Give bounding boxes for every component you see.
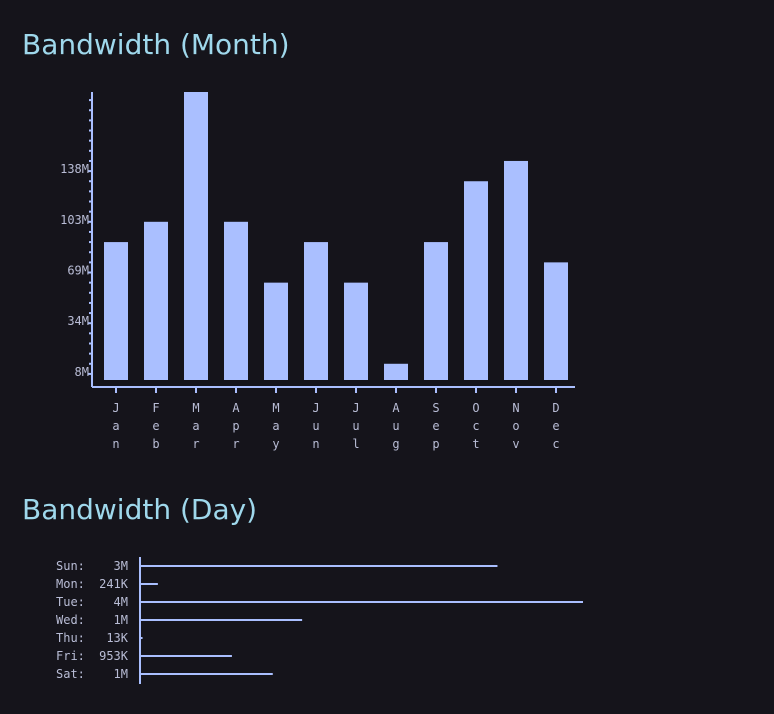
day-chart-title: Bandwidth (Day) <box>22 493 258 526</box>
x-tick-label-letter: l <box>352 437 359 451</box>
day-label-thu: Thu: <box>56 631 85 645</box>
day-label-fri: Fri: <box>56 649 85 663</box>
x-tick-label-letter: e <box>432 419 439 433</box>
y-tick-label: 34M <box>67 314 89 328</box>
day-value-label: 1M <box>114 613 128 627</box>
x-tick-label-letter: t <box>472 437 479 451</box>
x-tick-label-letter: a <box>272 419 279 433</box>
x-tick-label-letter: c <box>472 419 479 433</box>
x-tick-label-letter: e <box>552 419 559 433</box>
x-tick-label-letter: c <box>552 437 559 451</box>
x-tick-label-letter: J <box>352 401 359 415</box>
x-tick-label-letter: M <box>272 401 279 415</box>
bar-feb <box>144 221 168 380</box>
bar-oct <box>464 181 488 380</box>
x-tick-label-letter: g <box>392 437 399 451</box>
x-tick-label-letter: N <box>512 401 519 415</box>
month-bandwidth-chart: 8M34M69M103M138MJanFebMarAprMayJunJulAug… <box>60 92 575 451</box>
x-tick-label-letter: p <box>432 437 439 451</box>
bar-mar <box>184 92 208 380</box>
y-tick-label: 8M <box>75 365 89 379</box>
x-tick-label-letter: D <box>552 401 559 415</box>
x-tick-label-letter: e <box>152 419 159 433</box>
x-tick-label-letter: J <box>112 401 119 415</box>
y-tick-label: 103M <box>60 213 89 227</box>
y-tick-label: 138M <box>60 162 89 176</box>
x-tick-label-letter: M <box>192 401 199 415</box>
x-tick-label-letter: O <box>472 401 479 415</box>
bar-sep <box>424 242 448 380</box>
x-tick-label-letter: A <box>392 401 400 415</box>
bar-jun <box>304 242 328 380</box>
x-tick-label-letter: r <box>192 437 199 451</box>
day-value-label: 1M <box>114 667 128 681</box>
y-tick-label: 69M <box>67 264 89 278</box>
x-tick-label-letter: p <box>232 419 239 433</box>
x-tick-label-letter: v <box>512 437 519 451</box>
x-tick-label-letter: y <box>272 437 279 451</box>
bar-may <box>264 282 288 380</box>
x-tick-label-letter: u <box>352 419 359 433</box>
bar-jan <box>104 242 128 380</box>
x-tick-label-letter: J <box>312 401 319 415</box>
x-tick-label-letter: u <box>392 419 399 433</box>
bar-apr <box>224 221 248 380</box>
x-tick-label-letter: r <box>232 437 239 451</box>
bar-jul <box>344 282 368 380</box>
x-tick-label-letter: u <box>312 419 319 433</box>
bar-nov <box>504 160 528 380</box>
bar-dec <box>544 262 568 380</box>
x-tick-label-letter: o <box>512 419 519 433</box>
day-label-wed: Wed: <box>56 613 85 627</box>
x-tick-label-letter: b <box>152 437 159 451</box>
day-value-label: 13K <box>106 631 128 645</box>
bar-aug <box>384 363 408 380</box>
x-tick-label-letter: n <box>312 437 319 451</box>
x-tick-label-letter: a <box>192 419 199 433</box>
day-label-mon: Mon: <box>56 577 85 591</box>
day-label-sun: Sun: <box>56 559 85 573</box>
x-tick-label-letter: S <box>432 401 439 415</box>
x-tick-label-letter: A <box>232 401 240 415</box>
day-value-label: 4M <box>114 595 128 609</box>
x-tick-label-letter: F <box>152 401 159 415</box>
day-label-sat: Sat: <box>56 667 85 681</box>
day-value-label: 241K <box>99 577 129 591</box>
day-value-label: 3M <box>114 559 128 573</box>
x-tick-label-letter: a <box>112 419 119 433</box>
month-chart-title: Bandwidth (Month) <box>22 28 290 61</box>
day-label-tue: Tue: <box>56 595 85 609</box>
day-value-label: 953K <box>99 649 129 663</box>
x-tick-label-letter: n <box>112 437 119 451</box>
